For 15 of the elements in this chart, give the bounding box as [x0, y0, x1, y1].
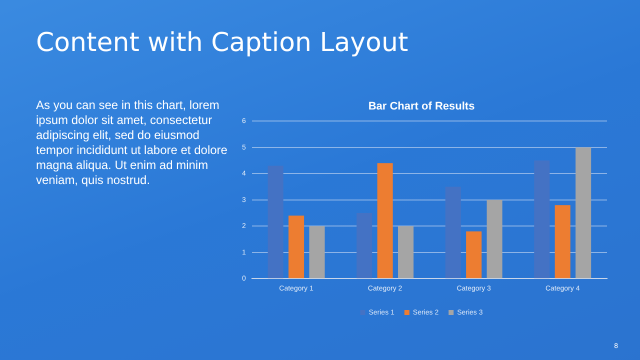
bar — [309, 226, 325, 278]
bar — [445, 186, 461, 278]
bar — [534, 160, 550, 278]
bar — [268, 166, 284, 278]
bar — [398, 226, 414, 278]
text: Content with Caption Layout — [36, 28, 408, 58]
bar — [356, 213, 372, 278]
bar — [486, 200, 502, 278]
bar — [288, 216, 304, 278]
bar — [554, 205, 570, 278]
bar — [466, 231, 482, 278]
bar — [576, 147, 592, 278]
text: As you can see in this chart, lorem ipsum dolor sit amet, consectetur adipiscing elit, sed do eiusmod tempor incididunt ut labore et dolore magna aliqua. Ut enim ad minim veniam, quis nostrud. — [36, 98, 228, 188]
bar — [377, 163, 393, 278]
chart-title: Bar Chart of Results — [368, 100, 475, 113]
